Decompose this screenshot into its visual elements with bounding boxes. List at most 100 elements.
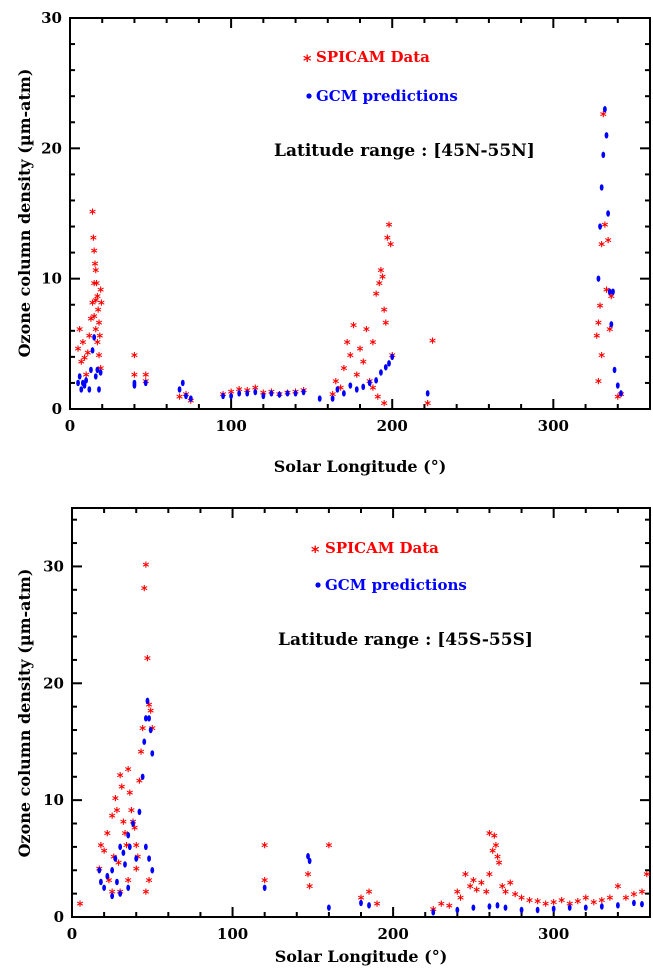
spicam-point: * [128,806,135,821]
spicam-point: * [91,312,98,327]
x-tick-label: 0 [67,925,77,943]
spicam-point: * [84,348,91,363]
spicam-point: * [603,286,610,301]
gcm-point [82,382,87,389]
spicam-point: * [491,832,498,847]
spicam-point: * [86,331,93,346]
gcm-point [137,808,142,816]
spicam-point: * [123,841,130,856]
gcm-point [306,853,310,860]
spicam-point: * [325,841,332,856]
gcm-point [367,379,372,387]
gcm-point [93,373,98,380]
gcm-point [359,899,363,907]
spicam-point: * [366,888,373,903]
spicam-point: * [340,364,347,379]
y-tick-label: 30 [43,557,64,575]
gcm-point [261,392,266,400]
spicam-point: * [122,829,129,844]
spicam-point: * [92,260,99,275]
spicam-point: * [131,351,138,366]
spicam-point: * [261,876,268,891]
spicam-point: * [507,878,514,893]
x-tick-label: 100 [215,417,246,435]
gcm-point [118,890,123,897]
spicam-point: * [118,782,125,797]
spicam-point: * [350,321,357,336]
gcm-point [390,353,395,361]
spicam-point: * [149,724,156,739]
spicam-point: * [478,878,485,893]
spicam-point: * [382,318,389,333]
spicam-point: * [376,279,383,294]
spicam-point: * [337,383,344,398]
y-axis-label-bottom: Ozone column density (µm-atm) [15,569,34,858]
spicam-point: * [512,890,519,905]
gcm-point [348,382,353,389]
x-tick-label: 300 [538,417,569,435]
gcm-point [177,386,182,393]
gcm-point [471,904,476,911]
spicam-point: * [606,893,613,908]
spicam-point: * [89,208,96,223]
spicam-point: * [146,701,153,716]
spicam-point: * [187,396,194,411]
spicam-point: * [470,876,477,891]
gcm-point [487,903,492,910]
gcm-point [110,867,115,874]
spicam-point: * [590,898,597,913]
spicam-point: * [176,393,183,408]
gcm-point [188,395,193,402]
gcm-point [596,275,601,282]
spicam-point: * [643,870,650,885]
y-tick-label: 20 [41,139,62,157]
spicam-point: * [639,888,646,903]
annotation-bottom: Latitude range : [45S-55S] [278,630,533,650]
spicam-point: * [492,841,499,856]
gcm-point [535,906,540,914]
spicam-point: * [98,299,105,314]
legend-gcm-label-bottom: GCM predictions [325,576,467,594]
y-tick-label: 30 [41,9,62,27]
gcm-point [495,902,500,909]
gcm-point [598,223,602,230]
gcm-point [123,861,127,868]
spicam-point: * [614,882,621,897]
gcm-point [79,386,84,393]
gcm-point [90,347,95,354]
gcm-point [253,388,258,396]
points-top: ***************************** ** *********… [75,106,625,414]
x-tick-label: 0 [65,417,75,435]
spicam-point: * [595,377,602,392]
gcm-point [143,843,148,851]
spicam-point: * [96,351,103,366]
spicam-point: * [142,370,149,385]
spicam-point: * [454,888,461,903]
spicam-point: * [125,876,132,891]
legend-gcm-marker-top [306,93,312,99]
gcm-point [551,905,556,913]
gcm-point [92,334,97,341]
gcm-point [89,366,93,374]
spicam-point: * [457,893,464,908]
gcm-point [126,884,131,891]
legend-spicam-label-top: SPICAM Data [316,48,430,66]
gcm-point [142,738,147,745]
gcm-point [140,773,145,780]
spicam-point: * [534,897,541,912]
spicam-point: * [606,325,613,340]
gcm-point [606,210,611,217]
y-tick-label: 10 [41,270,62,288]
gcm-point [237,390,242,397]
gcm-point [599,184,604,191]
legend-gcm-label-top: GCM predictions [316,87,458,105]
x-axis-label-bottom: Solar Longitude (°) [275,947,448,966]
spicam-point: * [489,847,496,862]
y-axis-label-top: Ozone column density (µm-atm) [15,69,34,358]
gcm-point [121,849,126,856]
spicam-point: * [261,841,268,856]
gcm-point [387,360,391,367]
spicam-point: * [386,221,393,236]
